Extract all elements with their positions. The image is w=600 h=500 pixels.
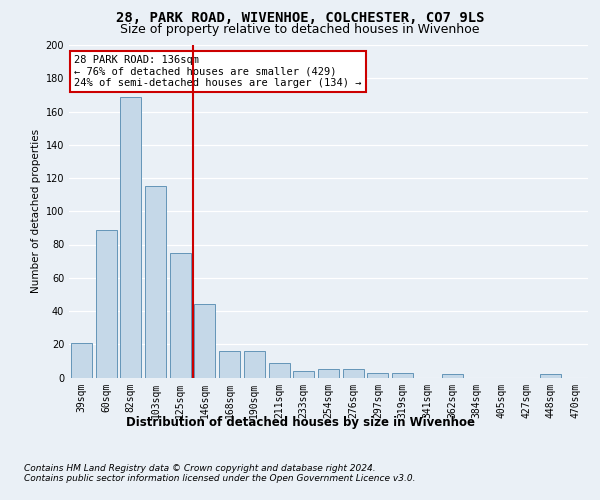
- Text: Contains HM Land Registry data © Crown copyright and database right 2024.: Contains HM Land Registry data © Crown c…: [24, 464, 376, 473]
- Bar: [95, 230, 116, 378]
- Text: Contains public sector information licensed under the Open Government Licence v3: Contains public sector information licen…: [24, 474, 415, 483]
- Bar: [293, 371, 314, 378]
- Bar: [170, 253, 191, 378]
- Bar: [392, 372, 413, 378]
- Bar: [244, 351, 265, 378]
- Bar: [145, 186, 166, 378]
- Bar: [541, 374, 562, 378]
- Text: 28 PARK ROAD: 136sqm
← 76% of detached houses are smaller (429)
24% of semi-deta: 28 PARK ROAD: 136sqm ← 76% of detached h…: [74, 55, 362, 88]
- Bar: [343, 369, 364, 378]
- Text: Distribution of detached houses by size in Wivenhoe: Distribution of detached houses by size …: [125, 416, 475, 429]
- Bar: [269, 362, 290, 378]
- Y-axis label: Number of detached properties: Number of detached properties: [31, 129, 41, 294]
- Bar: [442, 374, 463, 378]
- Bar: [367, 372, 388, 378]
- Text: 28, PARK ROAD, WIVENHOE, COLCHESTER, CO7 9LS: 28, PARK ROAD, WIVENHOE, COLCHESTER, CO7…: [116, 11, 484, 25]
- Text: Size of property relative to detached houses in Wivenhoe: Size of property relative to detached ho…: [120, 22, 480, 36]
- Bar: [120, 96, 141, 378]
- Bar: [318, 369, 339, 378]
- Bar: [219, 351, 240, 378]
- Bar: [194, 304, 215, 378]
- Bar: [71, 342, 92, 378]
